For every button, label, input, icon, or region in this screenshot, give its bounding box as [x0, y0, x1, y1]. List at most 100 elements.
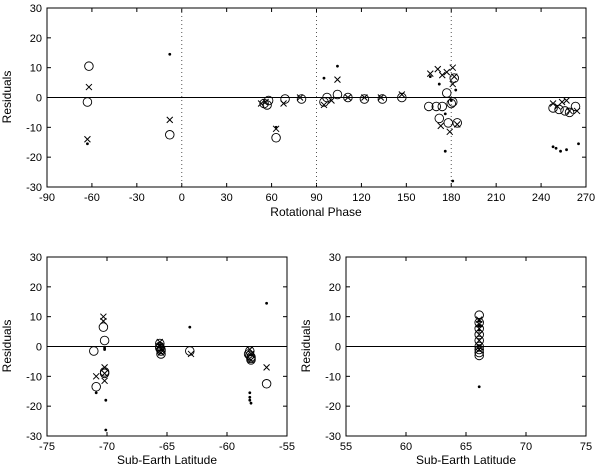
dot-point: [428, 75, 432, 79]
cross-point: [272, 125, 280, 133]
x-tick-label: -60: [219, 441, 235, 453]
panel-rotational-phase: -90 -60 -30 0 30 60 90 120 150 180 210 240 270 -30 -20…: [0, 3, 595, 219]
y-tick-label: -30: [325, 431, 341, 443]
circle-point: [443, 118, 454, 128]
cross-stroke: [187, 350, 195, 358]
y-tick-label: -20: [26, 152, 42, 164]
circle-point: [156, 346, 166, 356]
cross-point: [475, 331, 483, 338]
x-tick-label: 65: [460, 441, 472, 453]
x-axis-label: Sub-Earth Latitude: [117, 453, 217, 467]
cross-stroke: [437, 122, 445, 130]
cross-stroke: [449, 64, 457, 72]
y-tick-label: 20: [30, 282, 42, 294]
cross-stroke: [320, 101, 328, 109]
circle-point: [474, 347, 484, 358]
cross-point: [344, 94, 352, 101]
cross-point: [296, 94, 304, 101]
circle-point: [424, 101, 434, 112]
cross-stroke: [166, 116, 174, 124]
x-tick-label: -90: [39, 192, 55, 204]
dot-point: [443, 112, 447, 116]
axis-ticks: -90 -60 -30 0 30 60 90 120 150 180 210 240 270 -30 -20…: [26, 3, 595, 204]
circle-point: [452, 118, 462, 128]
cross-stroke: [85, 83, 93, 91]
circle-point: [246, 352, 256, 362]
x-tick-label: 180: [442, 192, 460, 204]
circle-point: [359, 94, 370, 104]
dot-point: [249, 401, 253, 405]
cross-stroke: [257, 100, 265, 107]
dot-point: [86, 142, 89, 146]
x-tick-label: 210: [487, 192, 505, 204]
x-tick-label: 150: [397, 192, 415, 204]
y-axis-label: Residuals: [0, 71, 14, 124]
cross-point: [549, 100, 557, 107]
dot-point: [322, 76, 326, 80]
dot-point: [158, 343, 162, 347]
circle-point: [91, 382, 101, 392]
cross-stroke: [563, 97, 570, 104]
circle-point: [99, 368, 110, 379]
y-tick-label: 10: [30, 63, 42, 75]
cross-stroke: [450, 73, 458, 80]
cross-point: [334, 76, 341, 83]
cross-point: [262, 98, 269, 106]
cross-stroke: [334, 76, 341, 83]
cross-stroke: [438, 71, 446, 79]
cross-point: [263, 364, 270, 371]
cross-stroke: [475, 325, 483, 332]
dot-point: [454, 88, 458, 92]
circle-point: [564, 107, 575, 118]
circle-point: [84, 61, 94, 71]
x-tick-label: 30: [221, 192, 233, 204]
y-tick-label: 20: [30, 33, 42, 45]
x-tick-label: 270: [577, 192, 595, 204]
dot-point: [104, 398, 108, 402]
cross-stroke: [475, 331, 483, 338]
cross-stroke: [434, 65, 442, 73]
cross-stroke: [328, 97, 335, 104]
cross-stroke: [247, 350, 255, 358]
cross-stroke: [377, 94, 385, 101]
dot-point: [248, 395, 252, 399]
guide-lines: [47, 8, 586, 187]
x-tick-label: 75: [580, 441, 592, 453]
circle-point: [99, 335, 110, 346]
y-axis-label: Residuals: [0, 320, 14, 373]
circle-point: [332, 89, 343, 100]
y-tick-label: 10: [30, 312, 42, 324]
cross-point: [398, 91, 406, 98]
x-tick-label: -75: [39, 441, 55, 453]
dot-point: [437, 82, 441, 86]
y-tick-label: 30: [30, 252, 42, 264]
x-tick-label: -55: [279, 441, 295, 453]
circle-point: [442, 88, 452, 98]
cross-point: [558, 98, 566, 106]
cross-point: [328, 97, 335, 104]
dot-point: [274, 125, 278, 129]
cross-point: [449, 64, 457, 72]
dot-point: [559, 149, 562, 153]
dot-point: [168, 52, 172, 56]
circle-point: [280, 94, 290, 104]
axis-ticks: -75 -70 -65 -60 -55 -30 -20 -10 0 10 20 30: [26, 252, 295, 453]
dot-point: [449, 99, 453, 102]
x-tick-label: -60: [84, 192, 100, 204]
cross-point: [475, 343, 483, 350]
circle-point: [98, 322, 109, 332]
cross-point: [438, 71, 446, 79]
cross-stroke: [344, 94, 352, 101]
x-tick-label: 60: [265, 192, 277, 204]
cross-stroke: [296, 94, 304, 101]
y-tick-label: -10: [26, 122, 42, 134]
cross-point: [450, 73, 458, 80]
cross-point: [92, 372, 100, 380]
cross-stroke: [361, 94, 368, 101]
cross-point: [320, 101, 328, 109]
cross-stroke: [84, 135, 91, 143]
cross-point: [101, 364, 108, 371]
circle-point: [434, 113, 445, 124]
cross-stroke: [101, 369, 108, 377]
